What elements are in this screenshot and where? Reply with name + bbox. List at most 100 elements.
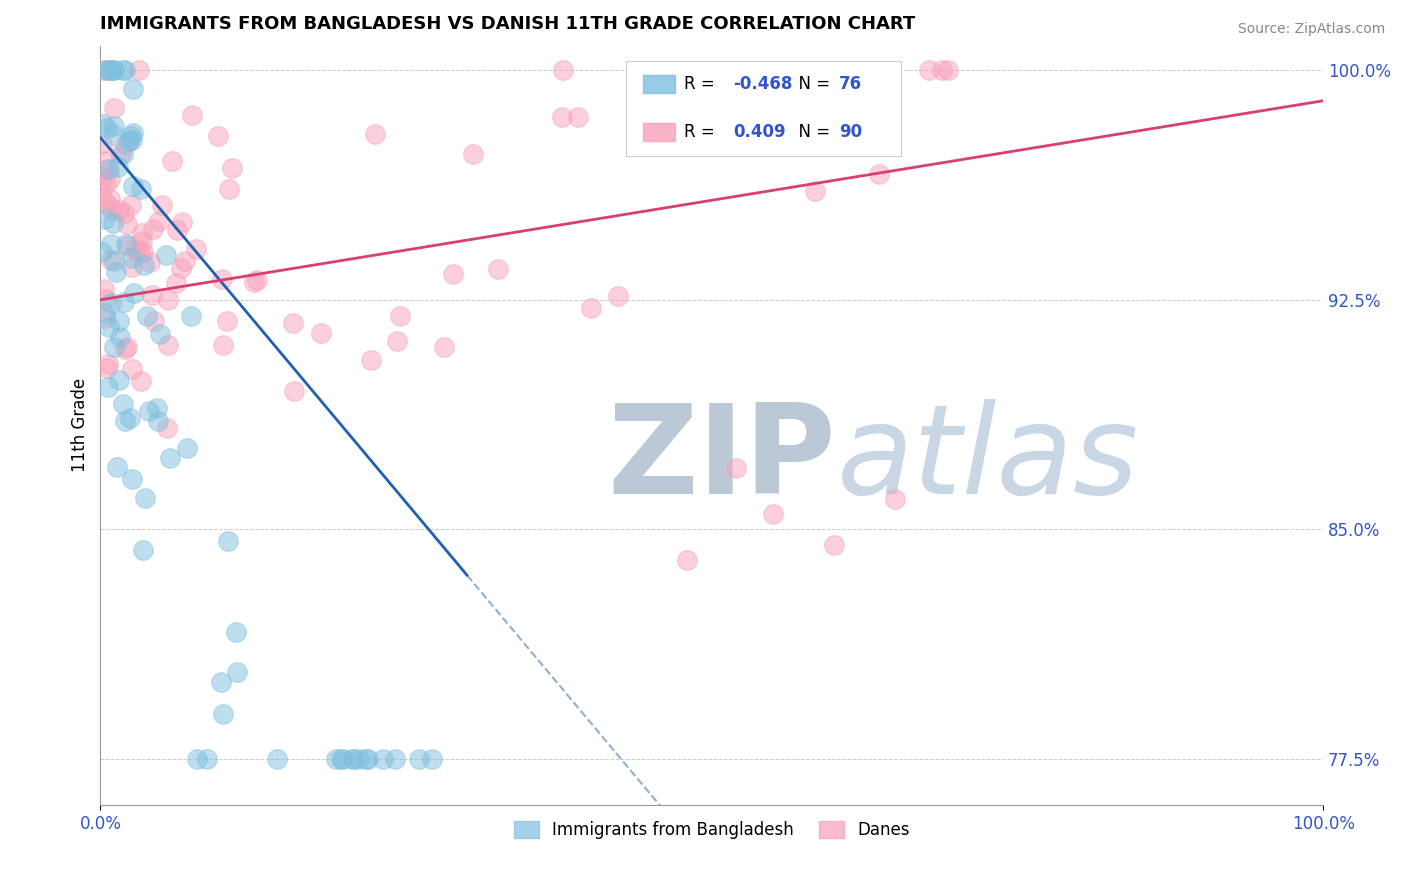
Point: [114, 414, 136, 428]
Point: [114, 63, 136, 78]
Point: [309, 326, 332, 340]
Point: [550, 110, 572, 124]
Point: [101, 63, 124, 78]
Point: [364, 127, 387, 141]
Point: [804, 185, 827, 199]
Legend: Immigrants from Bangladesh, Danes: Immigrants from Bangladesh, Danes: [508, 814, 917, 846]
Point: [111, 146, 134, 161]
Point: [121, 251, 143, 265]
Point: [936, 63, 959, 78]
Point: [115, 137, 138, 152]
Point: [96, 361, 118, 376]
Point: [441, 267, 464, 281]
Y-axis label: 11th Grade: 11th Grade: [72, 378, 89, 473]
Point: [103, 253, 125, 268]
Point: [129, 374, 152, 388]
Point: [103, 340, 125, 354]
Point: [121, 472, 143, 486]
Point: [725, 461, 748, 475]
Point: [332, 752, 354, 766]
Point: [101, 216, 124, 230]
Point: [121, 260, 143, 274]
Point: [211, 272, 233, 286]
Point: [128, 63, 150, 78]
Point: [91, 173, 114, 187]
Point: [91, 63, 114, 78]
Text: R =: R =: [683, 75, 720, 94]
Point: [246, 273, 269, 287]
Point: [212, 337, 235, 351]
Text: atlas: atlas: [837, 399, 1139, 520]
Text: ZIP: ZIP: [607, 399, 837, 520]
Point: [149, 327, 172, 342]
Point: [325, 752, 347, 766]
Point: [671, 133, 693, 147]
Point: [138, 403, 160, 417]
Point: [98, 63, 121, 78]
Point: [120, 198, 142, 212]
Point: [103, 119, 125, 133]
Point: [868, 167, 890, 181]
Point: [93, 282, 115, 296]
Point: [120, 129, 142, 144]
Point: [112, 397, 135, 411]
Point: [209, 674, 232, 689]
Point: [117, 239, 139, 253]
Point: [349, 752, 371, 766]
Point: [579, 301, 602, 315]
Point: [186, 242, 208, 256]
Point: [97, 380, 120, 394]
Text: -0.468: -0.468: [733, 75, 792, 94]
Point: [94, 177, 117, 191]
Point: [186, 752, 208, 766]
FancyBboxPatch shape: [644, 123, 675, 142]
Point: [215, 314, 238, 328]
Point: [115, 340, 138, 354]
Point: [90, 245, 112, 260]
Point: [342, 752, 364, 766]
Point: [96, 197, 118, 211]
Point: [94, 212, 117, 227]
Point: [94, 293, 117, 307]
Point: [281, 316, 304, 330]
Point: [180, 108, 202, 122]
Point: [108, 373, 131, 387]
Point: [97, 161, 120, 176]
Point: [97, 63, 120, 78]
Point: [115, 236, 138, 251]
Point: [931, 63, 953, 78]
Point: [226, 665, 249, 679]
Point: [96, 161, 118, 176]
FancyBboxPatch shape: [644, 75, 675, 94]
Point: [141, 287, 163, 301]
Point: [108, 314, 131, 328]
Point: [112, 295, 135, 310]
Point: [91, 117, 114, 131]
Point: [197, 752, 219, 766]
Point: [105, 459, 128, 474]
Point: [129, 182, 152, 196]
Point: [132, 258, 155, 272]
Point: [225, 624, 247, 639]
Point: [100, 252, 122, 267]
Point: [121, 132, 143, 146]
Point: [283, 384, 305, 398]
Point: [918, 63, 941, 78]
Point: [122, 126, 145, 140]
Point: [173, 254, 195, 268]
Point: [567, 111, 589, 125]
Point: [112, 205, 135, 219]
Point: [117, 217, 139, 231]
Point: [118, 411, 141, 425]
Point: [243, 275, 266, 289]
Point: [551, 63, 574, 78]
Point: [143, 314, 166, 328]
Point: [142, 222, 165, 236]
Point: [159, 450, 181, 465]
Point: [884, 491, 907, 506]
Point: [97, 319, 120, 334]
Point: [170, 261, 193, 276]
Point: [108, 330, 131, 344]
FancyBboxPatch shape: [626, 61, 901, 156]
Point: [100, 237, 122, 252]
